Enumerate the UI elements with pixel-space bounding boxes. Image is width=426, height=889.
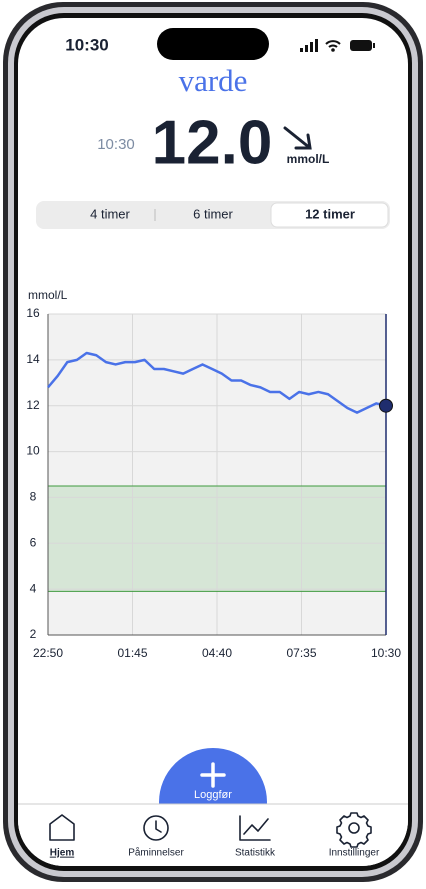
log-button-label[interactable]: Loggfør bbox=[194, 789, 232, 801]
screen: 10:30 varde 10:30 12.0 mmol/L 4 timer 6 … bbox=[18, 18, 408, 866]
y-tick-label: 8 bbox=[30, 490, 37, 504]
y-tick-label: 14 bbox=[26, 352, 40, 366]
stats-icon[interactable] bbox=[239, 815, 271, 841]
settings-icon[interactable] bbox=[348, 822, 360, 834]
x-tick-label: 22:50 bbox=[33, 646, 63, 660]
x-tick-label: 01:45 bbox=[117, 646, 147, 660]
dynamic-island bbox=[157, 28, 269, 60]
tab[interactable]: 6 timer bbox=[193, 206, 233, 221]
chart: 2 4 6 8 10 12 14 16 22:50 01:45 04:40 07:35 10:30 bbox=[26, 306, 401, 660]
tab-selected-bg bbox=[270, 202, 389, 228]
x-tick-label: 04:40 bbox=[202, 646, 232, 660]
y-tick-label: 6 bbox=[30, 535, 37, 549]
reading-time: 10:30 bbox=[97, 136, 135, 153]
x-tick-label: 07:35 bbox=[286, 646, 316, 660]
tab[interactable]: 12 timer bbox=[305, 206, 355, 221]
line bbox=[47, 351, 387, 414]
y-tick-label: 12 bbox=[26, 398, 40, 412]
nav-item[interactable]: Hjem bbox=[50, 848, 75, 859]
y-tick-label: 10 bbox=[26, 444, 40, 458]
nav-bar bbox=[18, 804, 408, 866]
nav-item[interactable]: Statistikk bbox=[235, 848, 276, 859]
trend-arrow bbox=[283, 126, 312, 150]
y-tick-label: 2 bbox=[30, 627, 37, 641]
plus-icon bbox=[200, 762, 226, 788]
y-tick-label: 4 bbox=[30, 581, 37, 595]
status-icons bbox=[300, 39, 375, 52]
y-tick-label: 16 bbox=[26, 306, 40, 320]
tab[interactable]: 4 timer bbox=[90, 206, 130, 221]
current-point bbox=[379, 398, 393, 413]
home-icon[interactable] bbox=[49, 814, 75, 841]
x-tick-label: 10:30 bbox=[371, 646, 401, 660]
clock-icon[interactable] bbox=[143, 815, 169, 841]
reading-unit: mmol/L bbox=[287, 152, 330, 166]
status-time: 10:30 bbox=[65, 35, 108, 54]
y-axis-label: mmol/L bbox=[28, 288, 68, 302]
nav-item[interactable]: Påminnelser bbox=[128, 847, 184, 859]
reading-value: 12.0 bbox=[152, 108, 273, 177]
nav-item[interactable]: Innstillinger bbox=[329, 848, 380, 859]
app-name: varde bbox=[179, 63, 248, 98]
